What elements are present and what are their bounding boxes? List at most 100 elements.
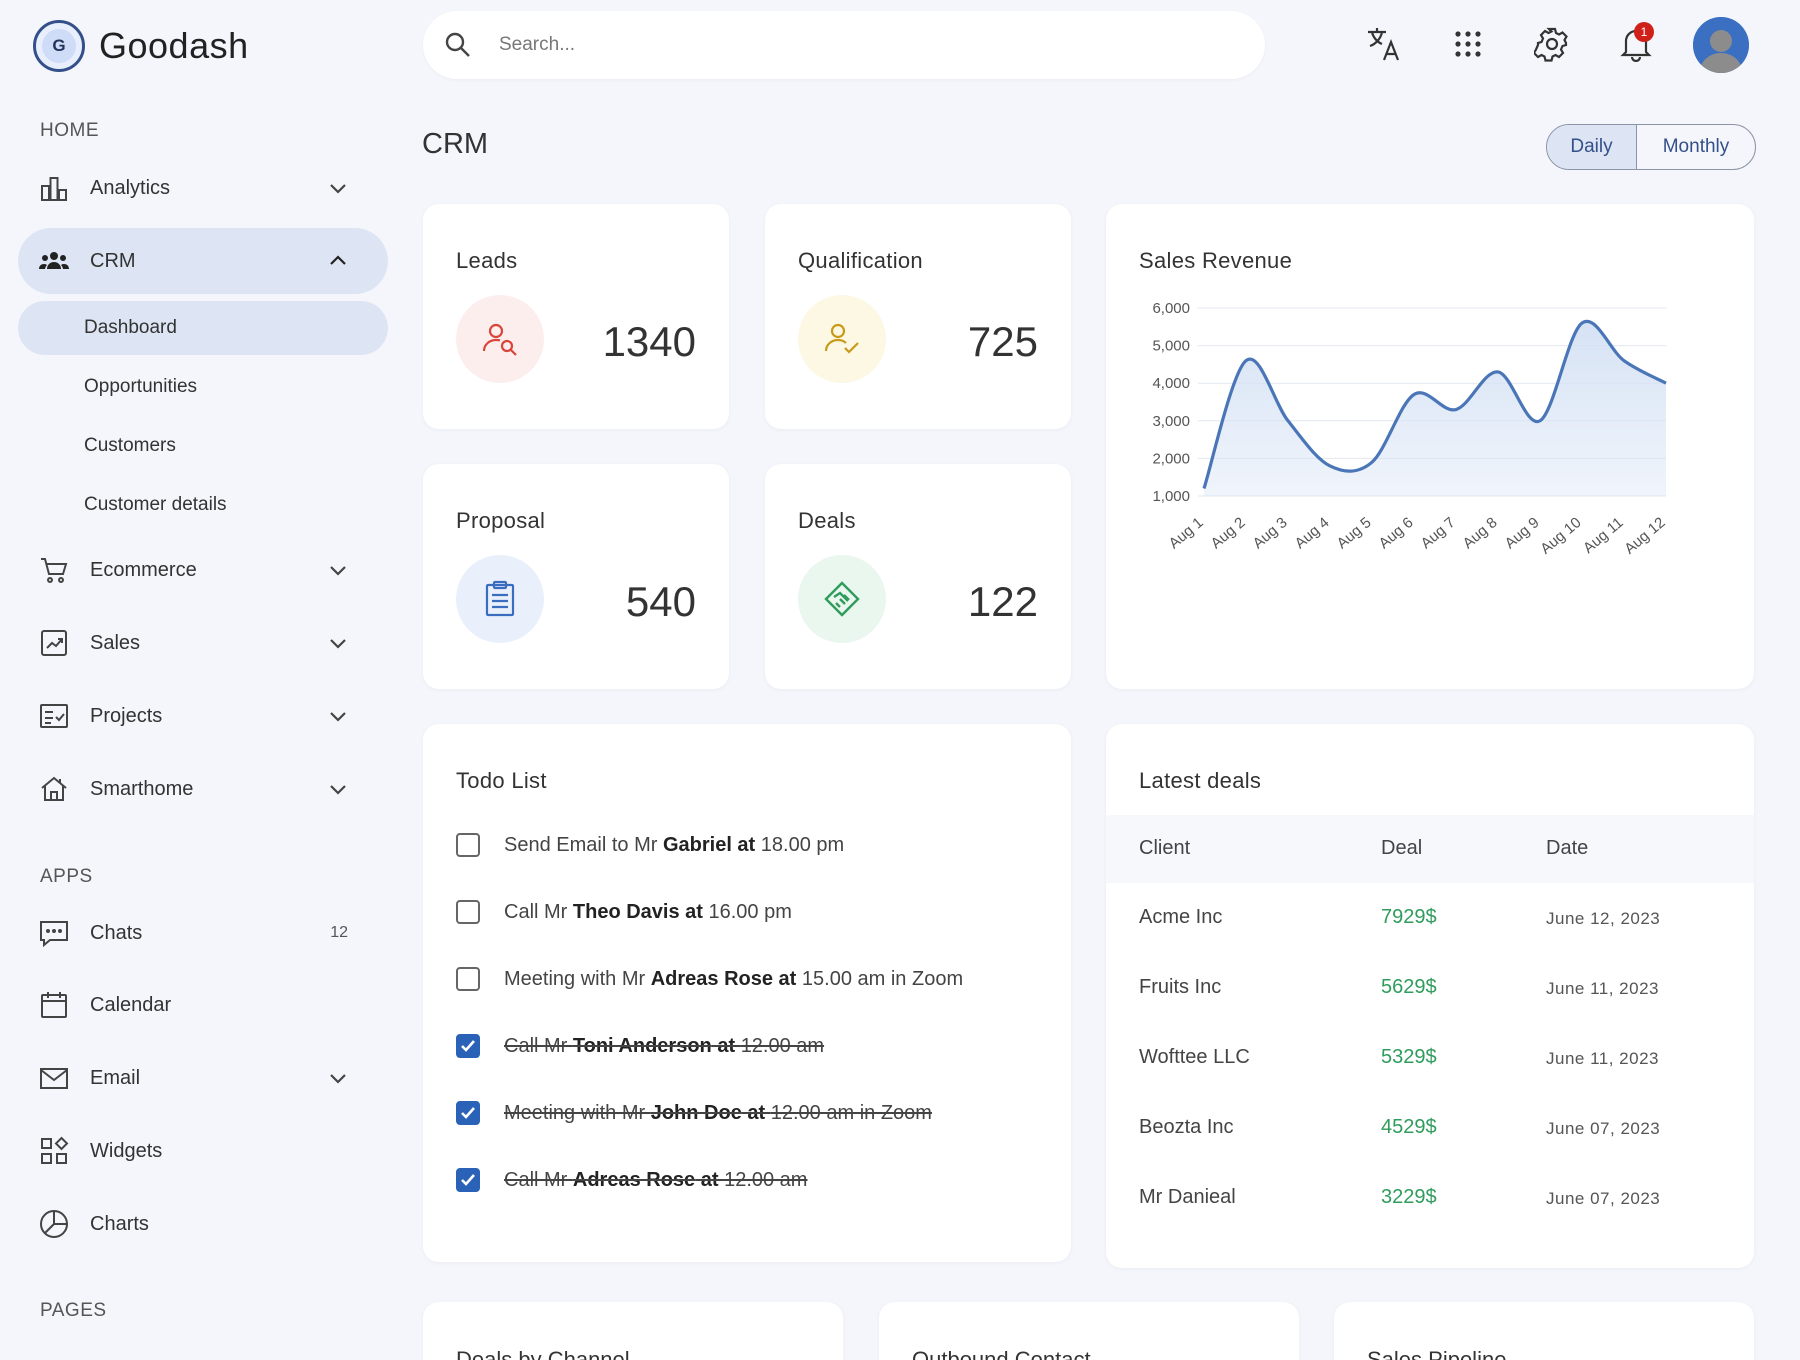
stat-value: 1340 [602, 318, 696, 365]
stat-value: 122 [967, 578, 1038, 625]
sidebar-subitem-dashboard[interactable]: Dashboard [18, 301, 388, 355]
section-title-apps: APPS [40, 866, 93, 887]
latest-deals-title: Latest deals [1139, 768, 1262, 793]
x-tick-label: Aug 1 [1166, 514, 1207, 552]
sidebar-item-label: Email [90, 1066, 141, 1089]
deal-date: June 07, 2023 [1546, 1119, 1661, 1138]
todo-checkbox[interactable] [456, 900, 480, 924]
todo-item: Call Mr Theo Davis at 16.00 pm [456, 897, 792, 927]
sales-pipeline-card: Sales Pipeline [1334, 1302, 1754, 1360]
sidebar-item-label: Chats [90, 921, 143, 944]
todo-checkbox[interactable] [456, 833, 480, 857]
deal-client: Wofttee LLC [1139, 1046, 1250, 1068]
sales-revenue-chart: 1,000 2,000 3,000 4,000 5,000 6,000 Aug 1 Aug 2… [1152, 300, 1668, 558]
x-tick-label: Aug 8 [1460, 514, 1501, 552]
translate-icon[interactable] [1362, 22, 1406, 66]
todo-text: Call Mr Toni Anderson at 12.00 am [504, 1034, 825, 1057]
stat-card-deals: Deals 122 [765, 464, 1071, 689]
deal-client: Mr Danieal [1139, 1186, 1236, 1208]
sidebar-item-chats[interactable]: Chats 12 [18, 900, 388, 966]
daily-button[interactable]: Daily [1547, 125, 1637, 169]
sidebar-item-analytics[interactable]: Analytics [18, 155, 388, 221]
y-tick-label: 2,000 [1152, 450, 1190, 467]
todo-text: Call Mr Theo Davis at 16.00 pm [504, 900, 792, 923]
bar-chart-icon [38, 172, 70, 204]
y-tick-label: 3,000 [1152, 413, 1190, 430]
x-tick-label: Aug 9 [1502, 514, 1543, 552]
sidebar-subitem-label: Customer details [84, 494, 227, 515]
y-tick-label: 4,000 [1152, 375, 1190, 392]
y-tick-label: 6,000 [1152, 300, 1190, 317]
y-tick-label: 5,000 [1152, 338, 1190, 355]
column-header-deal: Deal [1381, 837, 1423, 859]
monthly-button[interactable]: Monthly [1637, 125, 1755, 169]
gear-icon[interactable] [1530, 22, 1574, 66]
todo-text: Meeting with Mr John Doe at 12.00 am in … [504, 1101, 932, 1124]
home-icon [38, 773, 70, 805]
widgets-icon [38, 1135, 70, 1167]
app-logo[interactable]: G Goodash [33, 20, 249, 72]
x-tick-label: Aug 6 [1376, 514, 1417, 552]
todo-title: Todo List [456, 768, 547, 793]
search-icon [443, 30, 473, 60]
x-tick-label: Aug 3 [1250, 514, 1291, 552]
sidebar-item-crm[interactable]: CRM [18, 228, 388, 294]
sidebar-item-ecommerce[interactable]: Ecommerce [18, 537, 388, 603]
x-tick-label: Aug 12 [1621, 514, 1668, 558]
sidebar-subitem-customer-details[interactable]: Customer details [18, 478, 388, 532]
avatar[interactable] [1693, 17, 1749, 73]
sidebar-subitem-label: Dashboard [84, 317, 177, 338]
deal-amount: 4529$ [1381, 1116, 1437, 1138]
chart-title: Sales Revenue [1139, 248, 1293, 273]
stat-title: Leads [456, 248, 518, 273]
group-icon [38, 245, 70, 277]
todo-checkbox[interactable] [456, 1101, 480, 1125]
outbound-contact-card: Outbound Contact [879, 1302, 1299, 1360]
user-check-icon [798, 295, 886, 383]
column-header-client: Client [1139, 837, 1191, 859]
stat-title: Deals [798, 508, 856, 533]
deal-date: June 07, 2023 [1546, 1189, 1661, 1208]
chevron-up-icon [326, 249, 350, 273]
period-toggle: Daily Monthly [1546, 124, 1756, 170]
todo-checkbox[interactable] [456, 967, 480, 991]
sidebar-subitem-label: Customers [84, 435, 176, 456]
search-bar[interactable] [423, 11, 1265, 79]
sidebar-item-email[interactable]: Email [18, 1045, 388, 1111]
chevron-down-icon [326, 631, 350, 655]
sidebar-item-label: Ecommerce [90, 558, 197, 581]
sidebar-item-sales[interactable]: Sales [18, 610, 388, 676]
deal-client: Fruits Inc [1139, 976, 1222, 998]
chevron-down-icon [326, 777, 350, 801]
bell-icon[interactable]: 1 [1614, 22, 1658, 66]
sidebar-item-projects[interactable]: Projects [18, 683, 388, 749]
chats-count-badge: 12 [330, 924, 348, 941]
section-title-pages: PAGES [40, 1300, 107, 1321]
sidebar-item-smarthome[interactable]: Smarthome [18, 756, 388, 822]
todo-text: Send Email to Mr Gabriel at 18.00 pm [504, 833, 845, 856]
column-header-date: Date [1546, 837, 1589, 859]
sidebar-subitem-customers[interactable]: Customers [18, 419, 388, 473]
sidebar-item-widgets[interactable]: Widgets [18, 1118, 388, 1184]
apps-grid-icon[interactable] [1446, 22, 1490, 66]
card-title: Deals by Channel [456, 1347, 630, 1360]
stat-title: Qualification [798, 248, 923, 273]
deal-date: June 11, 2023 [1546, 979, 1659, 998]
sidebar-item-calendar[interactable]: Calendar [18, 972, 388, 1038]
sidebar-subitem-opportunities[interactable]: Opportunities [18, 360, 388, 414]
deal-client: Acme Inc [1139, 906, 1223, 928]
search-input[interactable] [499, 34, 1199, 56]
sidebar-item-charts[interactable]: Charts [18, 1191, 388, 1257]
x-tick-label: Aug 4 [1292, 514, 1333, 552]
latest-deals-card: Latest deals Client Deal Date Acme Inc 79… [1106, 724, 1754, 1268]
sidebar-subitem-label: Opportunities [84, 376, 198, 397]
todo-checkbox[interactable] [456, 1168, 480, 1192]
section-title-home: HOME [40, 120, 99, 141]
deals-by-channel-card: Deals by Channel [423, 1302, 843, 1360]
chevron-down-icon [326, 704, 350, 728]
todo-checkbox[interactable] [456, 1034, 480, 1058]
stat-card-qualification: Qualification 725 [765, 204, 1071, 429]
clipboard-icon [456, 555, 544, 643]
deal-amount: 3229$ [1381, 1186, 1437, 1208]
table-header [1106, 815, 1754, 883]
